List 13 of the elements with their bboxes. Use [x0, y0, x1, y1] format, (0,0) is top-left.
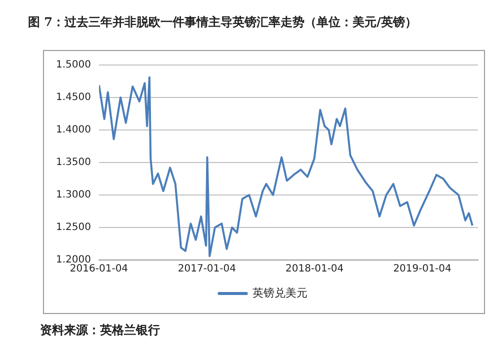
legend-label: 英镑兑美元 [252, 286, 308, 300]
y-tick-label: 1.3500 [56, 157, 91, 168]
x-tick-label: 2018-01-04 [286, 264, 344, 275]
y-tick-label: 1.2500 [56, 222, 91, 234]
y-tick-label: 1.3000 [56, 190, 91, 201]
x-tick-label: 2019-01-04 [393, 264, 452, 275]
y-tick-label: 1.4000 [56, 124, 91, 136]
y-tick-label: 1.5000 [56, 60, 91, 71]
x-tick-label: 2016-01-04 [70, 264, 128, 275]
y-tick-label: 1.4500 [56, 92, 91, 104]
x-tick-label: 2017-01-04 [178, 264, 236, 275]
text: 资料来源：英格兰银行 [40, 322, 160, 339]
chart-title: 图 7：过去三年并非脱欧一件事情主导英镑汇率走势（单位：美元/英镑） [28, 14, 417, 31]
